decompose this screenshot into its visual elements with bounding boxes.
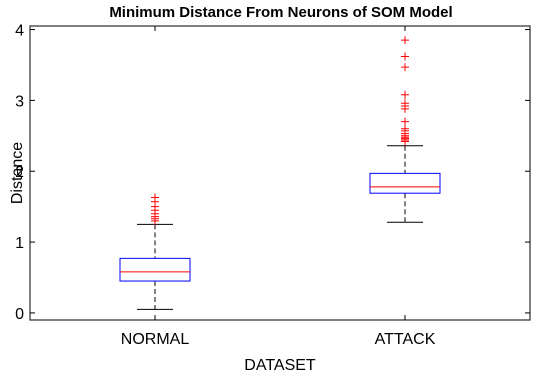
plot-area: 0 1 2 3 4 NORMAL ATTACK xyxy=(15,23,531,348)
outlier-point xyxy=(401,63,409,72)
plot-frame xyxy=(29,25,531,321)
outlier-point xyxy=(401,90,409,99)
outlier-point xyxy=(151,193,159,202)
x-tick-label: NORMAL xyxy=(121,331,190,348)
outlier-point xyxy=(401,36,409,45)
outlier-point xyxy=(401,52,409,61)
outlier-point xyxy=(401,99,409,108)
y-tick-label: 0 xyxy=(15,306,24,323)
outlier-point xyxy=(401,124,409,133)
y-tick-label: 4 xyxy=(15,23,24,40)
x-axis-label: DATASET xyxy=(244,357,316,374)
chart-title: Minimum Distance From Neurons of SOM Mod… xyxy=(109,4,452,21)
y-tick-label: 1 xyxy=(15,235,24,252)
y-axis-label: Distance xyxy=(9,142,26,204)
iqr-box xyxy=(369,172,441,194)
x-tick-label: ATTACK xyxy=(375,331,436,348)
iqr-box xyxy=(119,257,191,282)
y-tick-label: 3 xyxy=(15,93,24,110)
outlier-point xyxy=(401,117,409,126)
y-tick-label: 2 xyxy=(15,164,24,181)
